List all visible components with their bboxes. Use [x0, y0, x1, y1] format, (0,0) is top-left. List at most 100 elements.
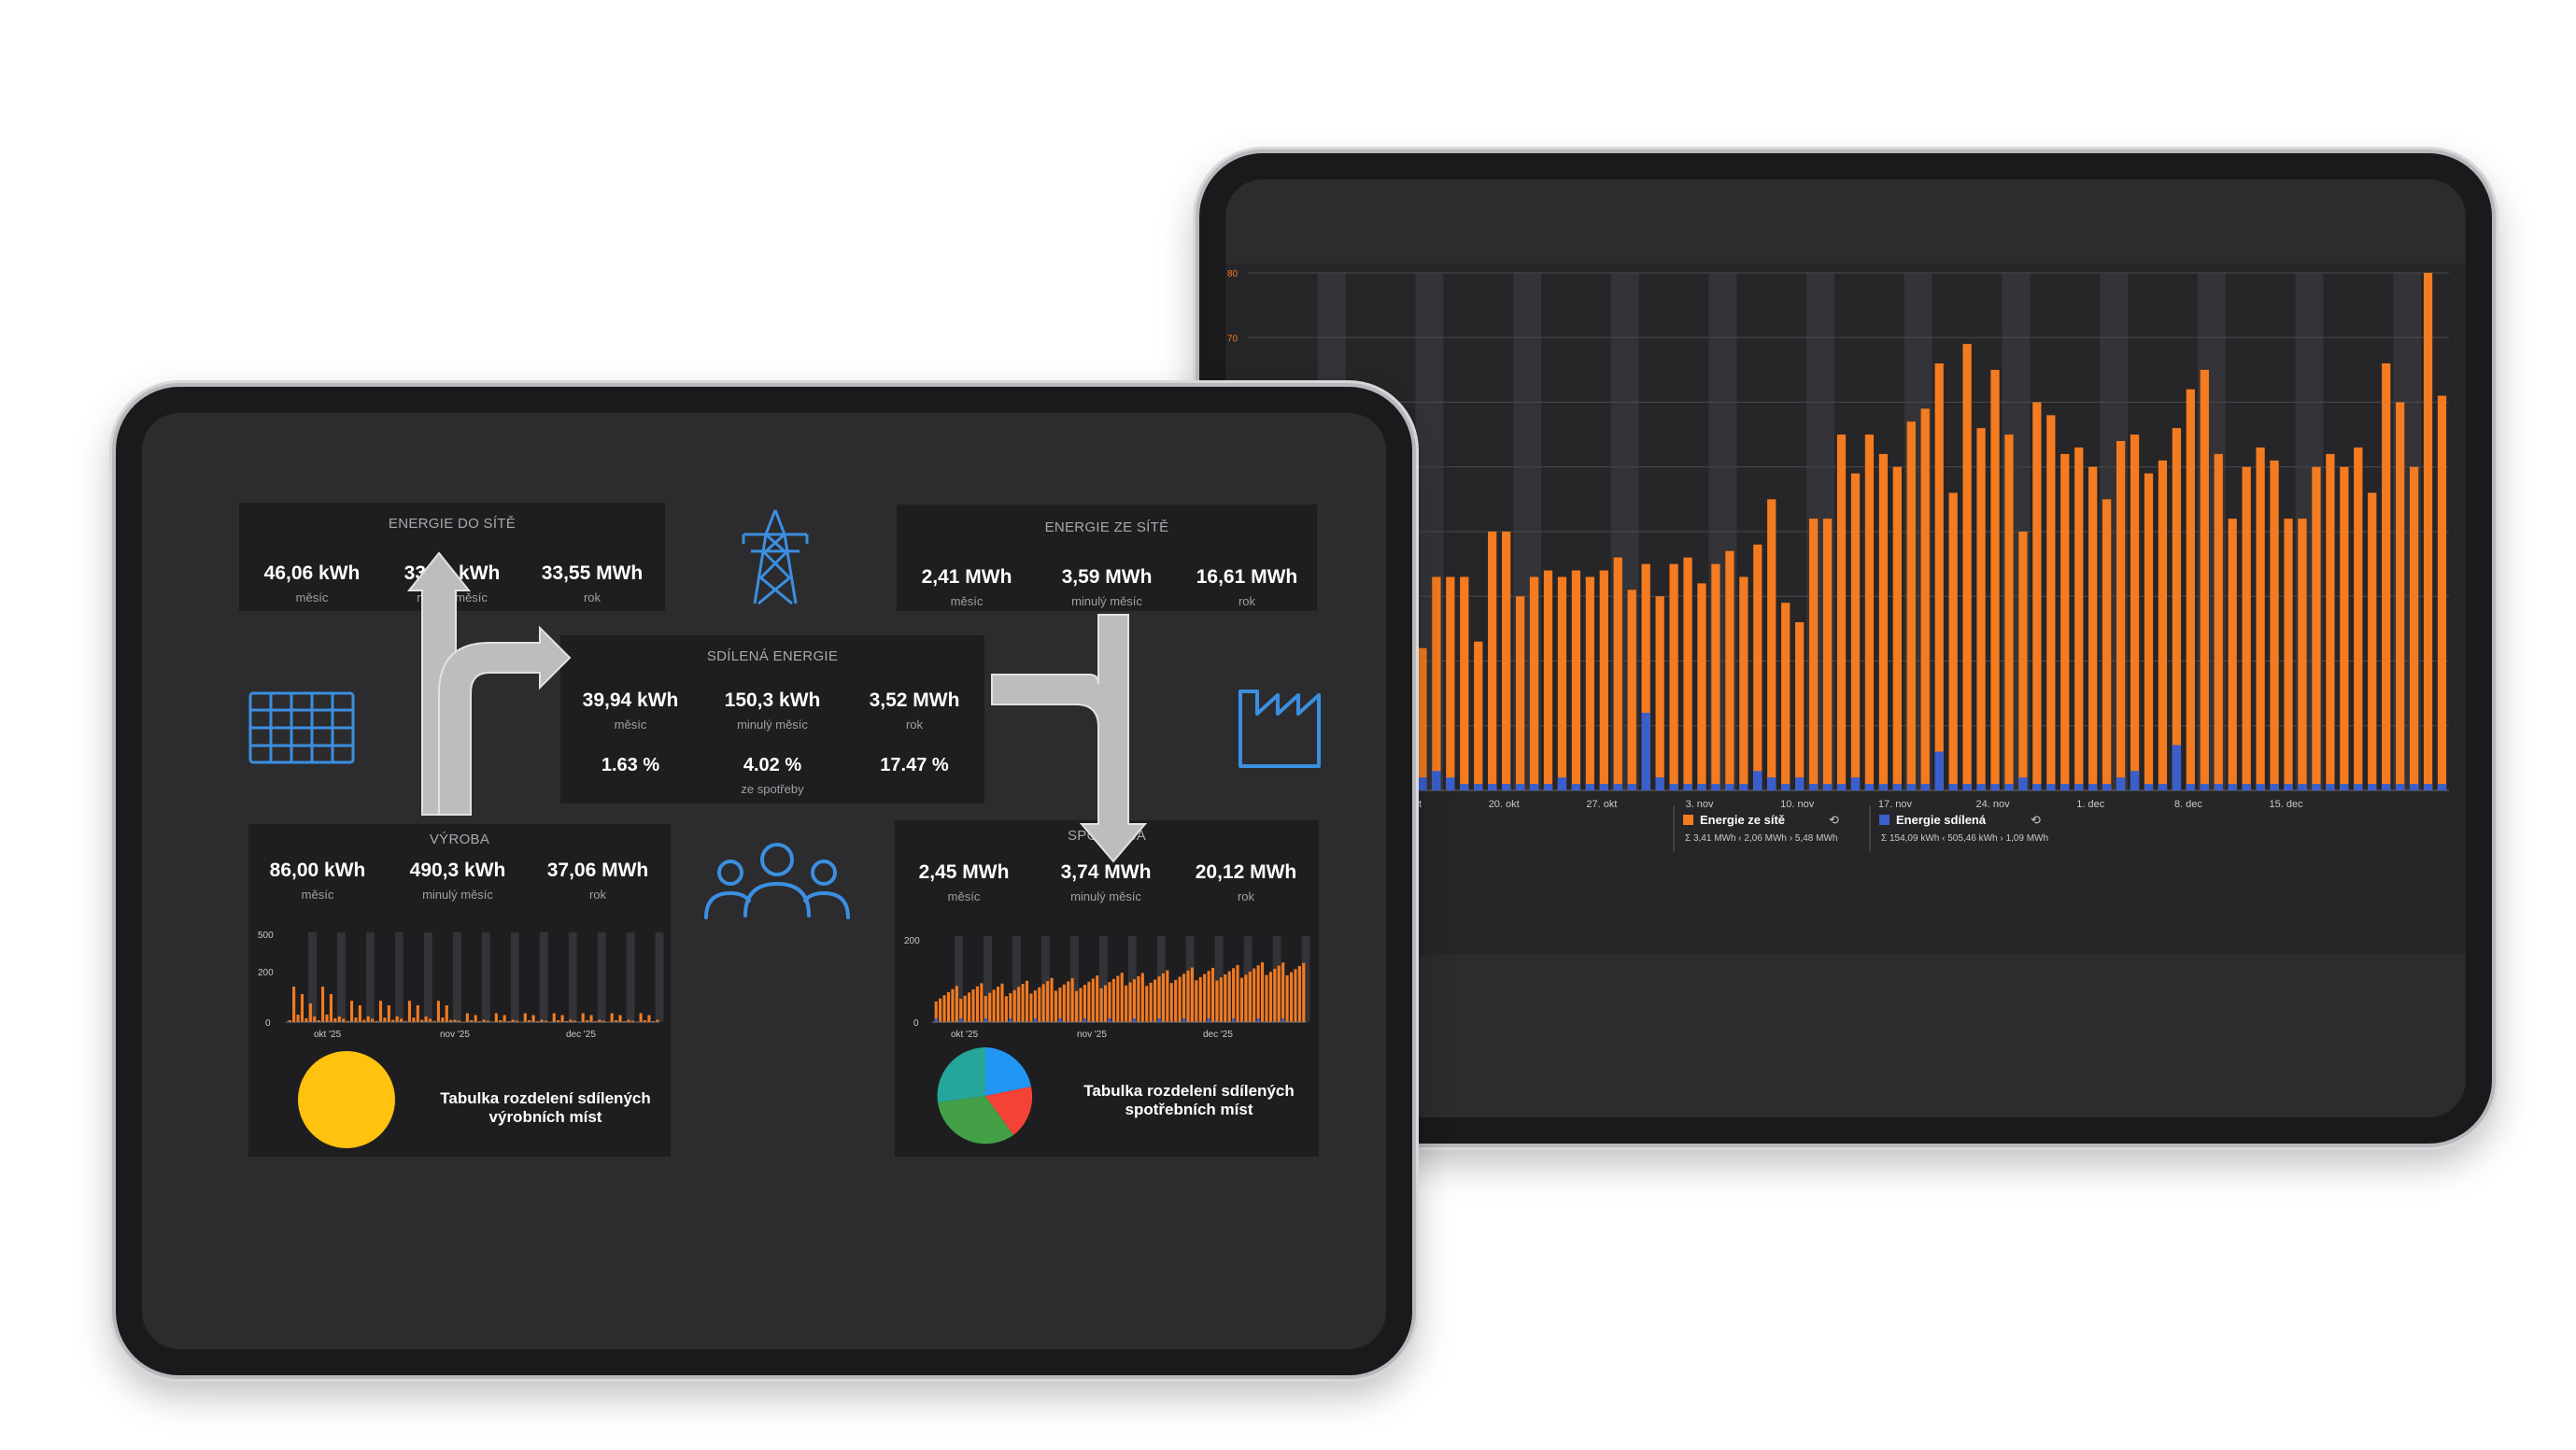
bar-shared-energy[interactable]: [1822, 784, 1833, 790]
bar-grid-energy[interactable]: [1948, 492, 1958, 790]
bar-shared-energy[interactable]: [2186, 784, 2195, 790]
bar-grid-energy[interactable]: [2004, 434, 2014, 790]
bar-grid-energy[interactable]: [1822, 519, 1833, 790]
bar-shared-energy[interactable]: [1962, 784, 1972, 790]
bar-grid-energy[interactable]: [2144, 473, 2154, 790]
bar-shared-energy[interactable]: [1557, 777, 1567, 790]
bar-grid-energy[interactable]: [1571, 570, 1581, 790]
bar-shared-energy[interactable]: [2032, 784, 2042, 790]
bar-shared-energy[interactable]: [1515, 784, 1525, 790]
bar-grid-energy[interactable]: [2032, 402, 2042, 791]
bar-shared-energy[interactable]: [2158, 784, 2168, 790]
bar-grid-energy[interactable]: [1962, 344, 1972, 790]
bar-grid-energy[interactable]: [1488, 532, 1497, 790]
bar-shared-energy[interactable]: [2214, 784, 2223, 790]
bar-shared-energy[interactable]: [1808, 784, 1819, 790]
bar-grid-energy[interactable]: [1753, 544, 1762, 790]
bar-grid-energy[interactable]: [2423, 273, 2433, 790]
bar-grid-energy[interactable]: [2046, 415, 2056, 790]
bar-grid-energy[interactable]: [1543, 570, 1553, 790]
bar-grid-energy[interactable]: [2368, 492, 2377, 790]
bar-grid-energy[interactable]: [2396, 402, 2405, 791]
bar-grid-energy[interactable]: [2382, 362, 2391, 790]
bar-shared-energy[interactable]: [1529, 784, 1539, 790]
bar-grid-energy[interactable]: [2437, 395, 2447, 790]
bar-shared-energy[interactable]: [2242, 784, 2251, 790]
bar-shared-energy[interactable]: [1864, 784, 1875, 790]
bar-shared-energy[interactable]: [1460, 784, 1469, 790]
bar-shared-energy[interactable]: [1641, 712, 1650, 790]
bar-grid-energy[interactable]: [2340, 466, 2349, 790]
bar-shared-energy[interactable]: [2437, 784, 2447, 790]
bar-shared-energy[interactable]: [1571, 784, 1581, 790]
bar-shared-energy[interactable]: [1795, 777, 1805, 790]
bar-grid-energy[interactable]: [1976, 428, 1986, 790]
bar-shared-energy[interactable]: [1906, 784, 1916, 790]
bar-grid-energy[interactable]: [1739, 576, 1748, 790]
bar-shared-energy[interactable]: [2074, 784, 2084, 790]
bar-grid-energy[interactable]: [1697, 583, 1706, 790]
bar-shared-energy[interactable]: [1502, 784, 1511, 790]
bar-shared-energy[interactable]: [2326, 784, 2335, 790]
shared-energy-panel[interactable]: SDÍLENÁ ENERGIE 39,94 kWh měsíc 150,3 kW…: [560, 635, 984, 803]
bar-shared-energy[interactable]: [1850, 777, 1861, 790]
bar-shared-energy[interactable]: [1920, 784, 1930, 790]
bar-shared-energy[interactable]: [1432, 771, 1441, 790]
bar-grid-energy[interactable]: [2172, 428, 2182, 790]
bar-shared-energy[interactable]: [2270, 784, 2279, 790]
bar-grid-energy[interactable]: [2326, 453, 2335, 790]
bar-grid-energy[interactable]: [1878, 453, 1889, 790]
bar-grid-energy[interactable]: [1836, 434, 1847, 790]
bar-grid-energy[interactable]: [1725, 550, 1734, 790]
bar-shared-energy[interactable]: [2396, 784, 2405, 790]
bar-shared-energy[interactable]: [2200, 784, 2209, 790]
bar-shared-energy[interactable]: [1599, 784, 1608, 790]
bar-shared-energy[interactable]: [1585, 784, 1594, 790]
bar-grid-energy[interactable]: [2256, 447, 2265, 790]
legend-label-grid-energy[interactable]: Energie ze sítě: [1700, 813, 1785, 827]
bar-grid-energy[interactable]: [1418, 647, 1427, 790]
bar-shared-energy[interactable]: [2382, 784, 2391, 790]
bar-grid-energy[interactable]: [2242, 466, 2251, 790]
production-table-link[interactable]: Tabulka rozdelení sdílených výrobních mí…: [435, 1089, 656, 1127]
bar-shared-energy[interactable]: [2368, 784, 2377, 790]
bar-grid-energy[interactable]: [1474, 641, 1483, 790]
bar-shared-energy[interactable]: [2130, 771, 2140, 790]
bar-grid-energy[interactable]: [1781, 603, 1790, 790]
bar-shared-energy[interactable]: [2423, 784, 2433, 790]
bar-shared-energy[interactable]: [2004, 784, 2014, 790]
bar-grid-energy[interactable]: [2298, 519, 2307, 790]
consumption-table-link[interactable]: Tabulka rozdelení sdílených spotřebních …: [1072, 1082, 1306, 1119]
grid-import-panel[interactable]: ENERGIE ZE SÍTĚ 2,41 MWh měsíc 3,59 MWh …: [897, 505, 1317, 611]
bar-shared-energy[interactable]: [1446, 777, 1455, 790]
bar-grid-energy[interactable]: [2354, 447, 2363, 790]
bar-shared-energy[interactable]: [1878, 784, 1889, 790]
bar-shared-energy[interactable]: [1892, 784, 1902, 790]
bar-shared-energy[interactable]: [2340, 784, 2349, 790]
bar-shared-energy[interactable]: [1655, 777, 1664, 790]
legend-label-shared-energy[interactable]: Energie sdílená: [1896, 813, 1987, 827]
bar-grid-energy[interactable]: [1641, 563, 1650, 790]
bar-grid-energy[interactable]: [2130, 434, 2140, 790]
bar-grid-energy[interactable]: [1529, 576, 1539, 790]
bar-shared-energy[interactable]: [1948, 784, 1958, 790]
bar-shared-energy[interactable]: [1418, 777, 1427, 790]
bar-grid-energy[interactable]: [2102, 499, 2112, 790]
bar-grid-energy[interactable]: [1460, 576, 1469, 790]
consumption-panel[interactable]: SPOTŘEBA 2,45 MWh měsíc 3,74 MWh minulý …: [895, 820, 1319, 1157]
bar-shared-energy[interactable]: [2256, 784, 2265, 790]
bar-shared-energy[interactable]: [2409, 784, 2419, 790]
bar-grid-energy[interactable]: [2186, 389, 2195, 790]
legend-refresh-icon[interactable]: ⟲: [2031, 813, 2041, 827]
bar-shared-energy[interactable]: [2046, 784, 2056, 790]
bar-shared-energy[interactable]: [2116, 777, 2126, 790]
bar-shared-energy[interactable]: [1725, 784, 1734, 790]
bar-grid-energy[interactable]: [1627, 590, 1636, 790]
bar-grid-energy[interactable]: [1683, 557, 1692, 790]
bar-grid-energy[interactable]: [2088, 466, 2098, 790]
bar-shared-energy[interactable]: [1474, 784, 1483, 790]
bar-shared-energy[interactable]: [2018, 777, 2028, 790]
bar-grid-energy[interactable]: [1585, 576, 1594, 790]
bar-shared-energy[interactable]: [2144, 784, 2154, 790]
bar-grid-energy[interactable]: [2312, 466, 2321, 790]
